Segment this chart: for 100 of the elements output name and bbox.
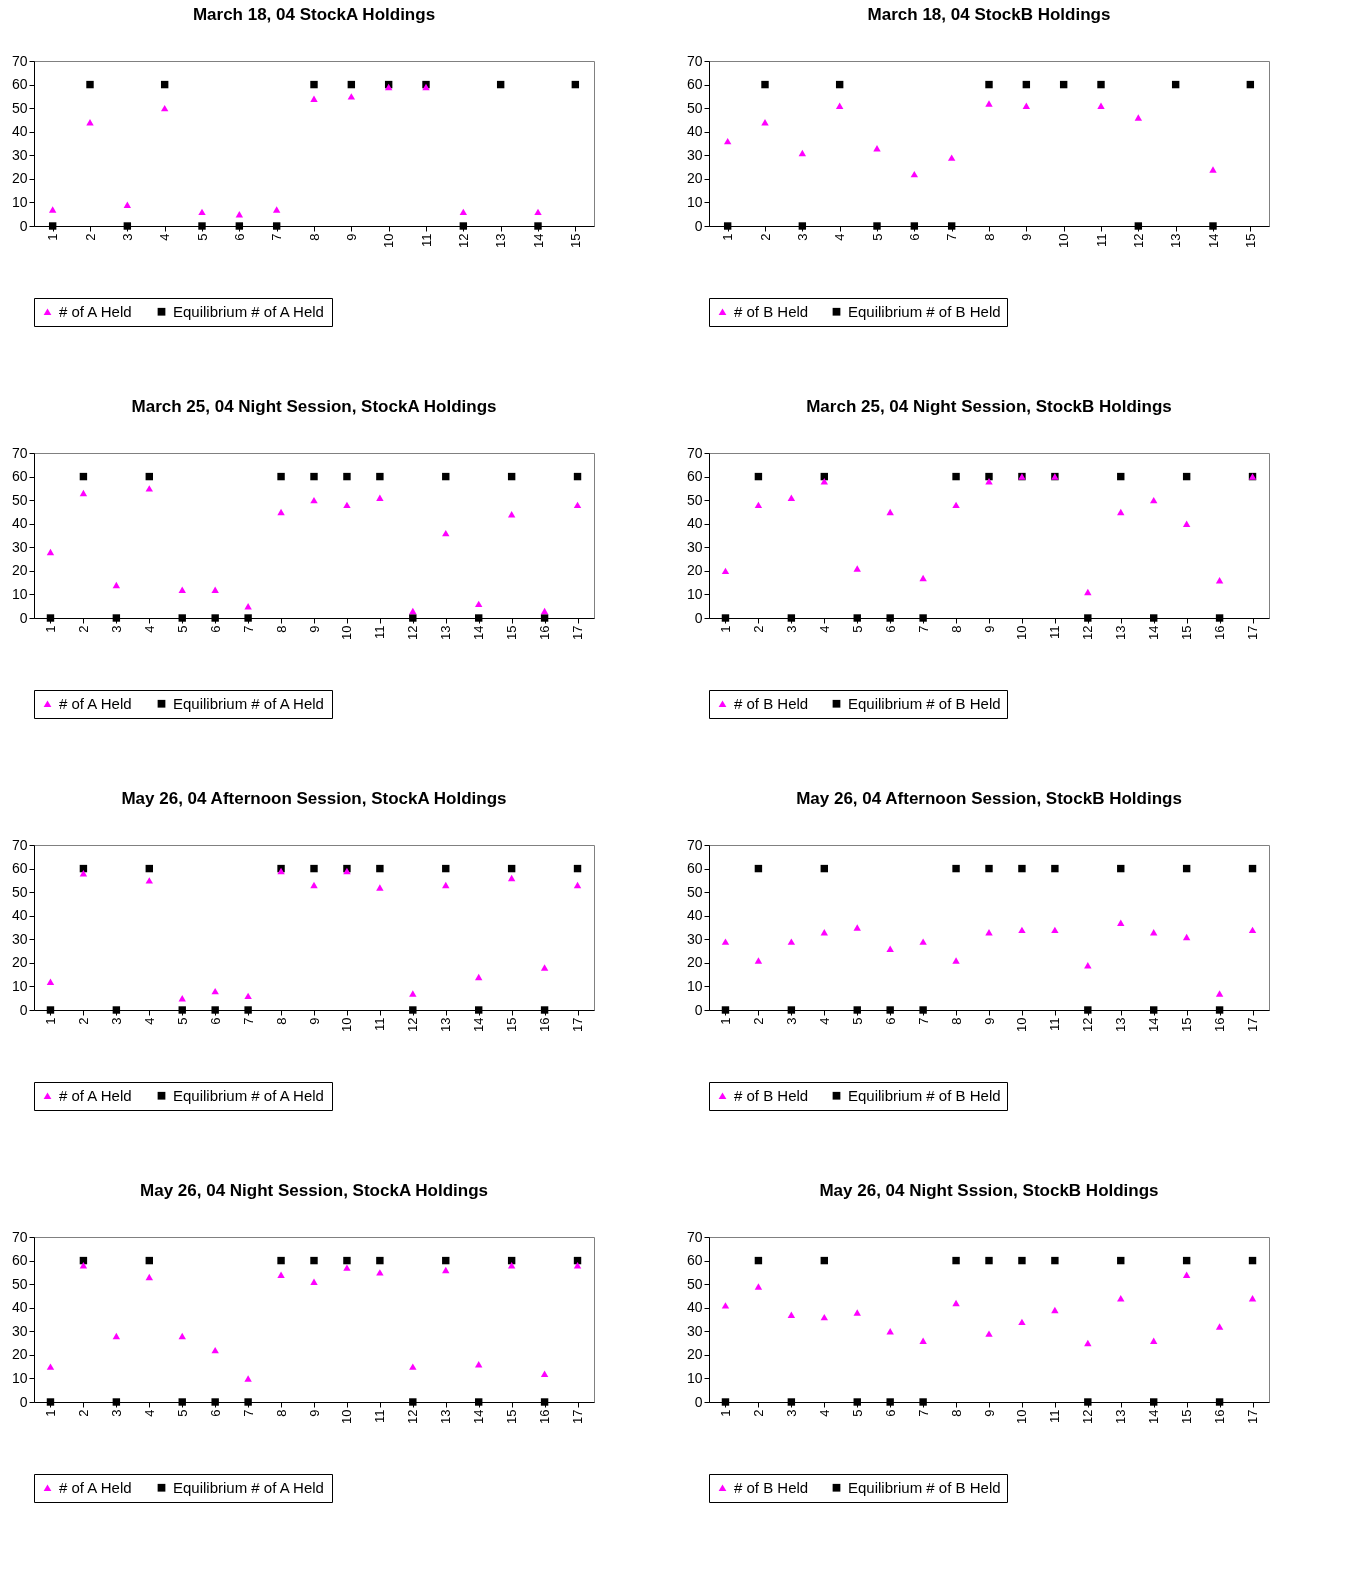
x-tick-label: 1 xyxy=(720,233,736,241)
x-tick-label: 1 xyxy=(42,625,58,633)
x-tick-label: 13 xyxy=(1113,625,1129,640)
x-tick-label: 15 xyxy=(504,625,520,640)
x-tick-label: 9 xyxy=(306,1409,322,1417)
x-tick-label: 8 xyxy=(948,625,964,633)
chart-title: May 26, 04 Afternoon Session, StockA Holdings xyxy=(121,789,507,808)
x-tick-label: 16 xyxy=(1212,1409,1228,1424)
y-tick-label: 30 xyxy=(11,930,28,947)
x-tick-label: 4 xyxy=(141,1017,157,1025)
y-tick-label: 20 xyxy=(686,170,703,187)
x-tick-label: 16 xyxy=(537,1409,553,1424)
y-tick-label: 60 xyxy=(11,860,28,877)
x-tick-label: 3 xyxy=(119,233,135,241)
y-tick-label: 50 xyxy=(686,99,703,116)
y-tick-label: 10 xyxy=(686,193,703,210)
x-tick-label: 1 xyxy=(717,1017,733,1025)
x-tick-label: 12 xyxy=(1080,625,1096,640)
x-tick-label: 2 xyxy=(757,233,773,241)
x-tick-label: 4 xyxy=(816,1017,832,1025)
x-tick-label: 6 xyxy=(882,1409,898,1417)
x-tick-label: 17 xyxy=(1245,625,1261,640)
x-tick-label: 17 xyxy=(570,1409,586,1424)
y-tick-label: 50 xyxy=(11,883,28,900)
y-tick-label: 20 xyxy=(11,954,28,971)
y-tick-label: 70 xyxy=(11,444,28,461)
x-tick-label: 5 xyxy=(849,1409,865,1417)
x-tick-label: 3 xyxy=(108,1017,124,1025)
x-tick-label: 10 xyxy=(381,233,397,248)
x-tick-label: 4 xyxy=(832,233,848,241)
y-tick-label: 60 xyxy=(11,468,28,485)
chart-title: March 18, 04 StockA Holdings xyxy=(192,5,436,24)
legend-label: # of A Held xyxy=(59,694,132,712)
y-tick-label: 50 xyxy=(686,883,703,900)
x-tick-label: 15 xyxy=(1179,625,1195,640)
y-tick-label: 40 xyxy=(11,515,28,532)
x-tick-label: 5 xyxy=(849,1017,865,1025)
x-tick-label: 7 xyxy=(915,1409,931,1417)
y-tick-label: 0 xyxy=(694,217,703,234)
x-tick-label: 5 xyxy=(174,1017,190,1025)
x-tick-label: 12 xyxy=(405,1409,421,1424)
x-tick-label: 10 xyxy=(1056,233,1072,248)
x-tick-label: 14 xyxy=(471,1017,487,1032)
y-tick-label: 0 xyxy=(19,1393,28,1410)
x-tick-label: 3 xyxy=(108,1409,124,1417)
y-tick-label: 0 xyxy=(694,1001,703,1018)
x-tick-label: 8 xyxy=(273,1017,289,1025)
y-tick-label: 40 xyxy=(686,515,703,532)
legend-label: Equilibrium # of A Held xyxy=(173,1086,324,1104)
x-tick-label: 4 xyxy=(816,1409,832,1417)
y-tick-label: 70 xyxy=(686,52,703,69)
x-tick-label: 9 xyxy=(306,625,322,633)
legend-label: Equilibrium # of B Held xyxy=(848,694,1001,712)
x-tick-label: 4 xyxy=(141,625,157,633)
x-tick-label: 1 xyxy=(717,1409,733,1417)
x-tick-label: 14 xyxy=(1146,1017,1162,1032)
x-tick-label: 12 xyxy=(1080,1017,1096,1032)
x-tick-label: 11 xyxy=(1047,1017,1063,1031)
chart-title: March 25, 04 Night Session, StockB Holdings xyxy=(806,397,1172,416)
x-tick-label: 2 xyxy=(750,1409,766,1417)
x-tick-label: 14 xyxy=(471,1409,487,1424)
x-tick-label: 6 xyxy=(207,1017,223,1025)
x-tick-label: 11 xyxy=(372,1017,388,1031)
x-tick-label: 14 xyxy=(1146,1409,1162,1424)
x-tick-label: 9 xyxy=(306,1017,322,1025)
y-tick-label: 30 xyxy=(686,1322,703,1339)
x-tick-label: 16 xyxy=(537,1017,553,1032)
y-tick-label: 30 xyxy=(11,538,28,555)
x-tick-label: 4 xyxy=(816,625,832,633)
x-tick-label: 2 xyxy=(750,625,766,633)
x-tick-label: 7 xyxy=(240,625,256,633)
legend-label: Equilibrium # of A Held xyxy=(173,302,324,320)
y-tick-label: 0 xyxy=(694,609,703,626)
y-tick-label: 30 xyxy=(11,1322,28,1339)
x-tick-label: 7 xyxy=(944,233,960,241)
chart-title: March 18, 04 StockB Holdings xyxy=(867,5,1111,24)
legend-label: # of A Held xyxy=(59,1478,132,1496)
legend-label: Equilibrium # of B Held xyxy=(848,1478,1001,1496)
x-tick-label: 2 xyxy=(82,233,98,241)
y-tick-label: 40 xyxy=(11,123,28,140)
y-tick-label: 0 xyxy=(19,609,28,626)
x-tick-label: 3 xyxy=(794,233,810,241)
x-tick-label: 15 xyxy=(1179,1409,1195,1424)
y-tick-label: 60 xyxy=(686,468,703,485)
y-tick-label: 20 xyxy=(686,562,703,579)
y-tick-label: 60 xyxy=(11,76,28,93)
x-tick-label: 3 xyxy=(783,625,799,633)
x-tick-label: 2 xyxy=(750,1017,766,1025)
x-tick-label: 14 xyxy=(530,233,546,248)
x-tick-label: 11 xyxy=(1047,1409,1063,1423)
y-tick-label: 10 xyxy=(11,585,28,602)
x-tick-label: 16 xyxy=(1212,625,1228,640)
x-tick-label: 10 xyxy=(1014,1017,1030,1032)
y-tick-label: 30 xyxy=(686,146,703,163)
y-tick-label: 10 xyxy=(686,585,703,602)
y-tick-label: 40 xyxy=(11,907,28,924)
x-tick-label: 9 xyxy=(343,233,359,241)
x-tick-label: 8 xyxy=(273,625,289,633)
chart-title: May 26, 04 Afternoon Session, StockB Holdings xyxy=(796,789,1182,808)
x-tick-label: 16 xyxy=(537,625,553,640)
